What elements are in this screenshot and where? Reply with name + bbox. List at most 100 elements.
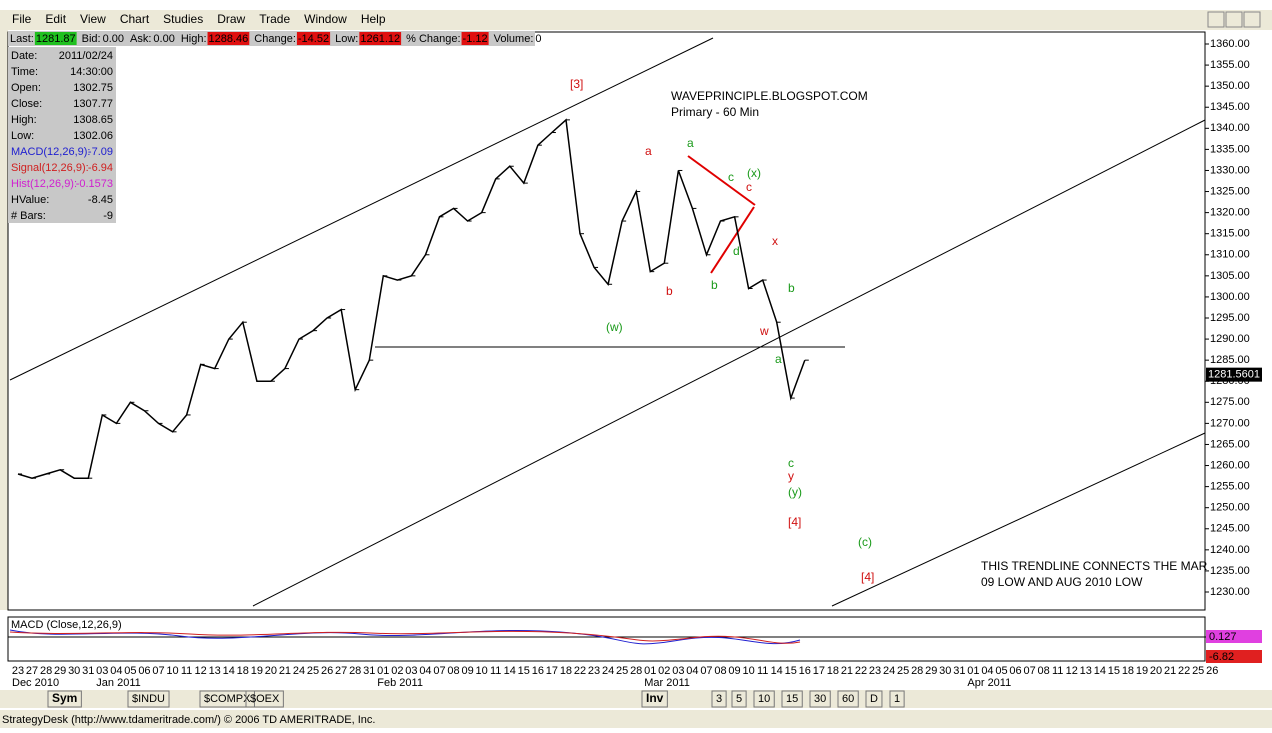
x-tick-label: 04 bbox=[110, 665, 122, 677]
menu-item[interactable]: Help bbox=[361, 12, 386, 26]
x-tick-label: 01 bbox=[377, 665, 389, 677]
tab[interactable]: D bbox=[870, 693, 878, 705]
x-tick-label: 12 bbox=[195, 665, 207, 677]
tab-frame[interactable] bbox=[753, 690, 775, 708]
tab[interactable]: 1 bbox=[894, 693, 900, 705]
tab[interactable]: $COMPX bbox=[204, 693, 251, 705]
x-tick-label: 08 bbox=[447, 665, 459, 677]
y-tick-label: 1260.00 bbox=[1210, 459, 1250, 471]
menu-item[interactable]: Studies bbox=[163, 12, 203, 26]
signal-line bbox=[9, 630, 801, 644]
x-tick-label: 18 bbox=[560, 665, 572, 677]
x-tick-label: 07 bbox=[1023, 665, 1035, 677]
y-tick-label: 1240.00 bbox=[1210, 544, 1250, 556]
wave-label: b bbox=[788, 281, 795, 295]
tab-frame[interactable] bbox=[865, 690, 883, 708]
x-tick-label: 19 bbox=[1136, 665, 1148, 677]
info-value: -0.1573 bbox=[76, 178, 113, 190]
info-label: # Bars: bbox=[11, 210, 46, 222]
x-tick-label: 18 bbox=[827, 665, 839, 677]
wave-label: c bbox=[728, 170, 734, 184]
tab-frame[interactable] bbox=[809, 690, 831, 708]
quote-bar bbox=[8, 31, 535, 46]
x-tick-label: 25 bbox=[307, 665, 319, 677]
price-pane bbox=[7, 31, 1206, 611]
x-tick-label: 17 bbox=[813, 665, 825, 677]
tab-frame[interactable] bbox=[245, 690, 284, 708]
x-tick-label: 11 bbox=[181, 665, 192, 677]
menu-item[interactable]: View bbox=[80, 12, 106, 26]
triangle-top bbox=[687, 155, 756, 206]
tab[interactable]: 10 bbox=[758, 693, 770, 705]
y-tick-label: 1345.00 bbox=[1210, 101, 1250, 113]
tab[interactable]: 60 bbox=[842, 693, 854, 705]
y-tick-label: 1255.00 bbox=[1210, 481, 1250, 493]
restore-button[interactable] bbox=[1225, 11, 1243, 28]
tab[interactable]: $INDU bbox=[132, 693, 165, 705]
wave-label: a bbox=[687, 136, 694, 150]
wave-label: a bbox=[645, 144, 652, 158]
info-label: HValue: bbox=[11, 194, 49, 206]
minimize-button[interactable] bbox=[1207, 11, 1225, 28]
x-tick-label: 28 bbox=[40, 665, 52, 677]
tab-frame[interactable] bbox=[837, 690, 859, 708]
x-tick-label: 25 bbox=[897, 665, 909, 677]
x-tick-label: 22 bbox=[574, 665, 586, 677]
wave-label: b bbox=[711, 278, 718, 292]
x-tick-label: 09 bbox=[461, 665, 473, 677]
y-tick-label: 1265.00 bbox=[1210, 438, 1250, 450]
tab[interactable]: 3 bbox=[716, 693, 722, 705]
quote-label: % Change: bbox=[406, 33, 460, 45]
quote-value-bg bbox=[296, 32, 331, 45]
x-tick-label: 21 bbox=[279, 665, 291, 677]
tab[interactable]: 30 bbox=[814, 693, 826, 705]
macd-lower-box bbox=[1206, 650, 1262, 663]
tab-frame[interactable] bbox=[199, 690, 255, 708]
tab-frame[interactable] bbox=[711, 690, 727, 708]
wave-label: (c) bbox=[858, 535, 872, 549]
month-label: Dec 2010 bbox=[12, 677, 59, 689]
quote-label: Change: bbox=[254, 33, 296, 45]
wave-label: b bbox=[666, 284, 673, 298]
quote-value: -1.12 bbox=[463, 33, 488, 45]
close-button[interactable] bbox=[1243, 11, 1261, 28]
tab[interactable]: 15 bbox=[786, 693, 798, 705]
tab-frame[interactable] bbox=[47, 690, 82, 708]
window-buttons bbox=[1207, 11, 1261, 28]
tab[interactable]: $OEX bbox=[250, 693, 280, 705]
y-tick-label: 1285.00 bbox=[1210, 354, 1250, 366]
tab[interactable]: 5 bbox=[736, 693, 742, 705]
tab-frame[interactable] bbox=[781, 690, 803, 708]
y-tick-label: 1295.00 bbox=[1210, 312, 1250, 324]
x-tick-label: 19 bbox=[251, 665, 263, 677]
x-tick-label: 02 bbox=[658, 665, 670, 677]
tab-frame[interactable] bbox=[127, 690, 170, 708]
menu-item[interactable]: Window bbox=[304, 12, 347, 26]
x-tick-label: 14 bbox=[771, 665, 783, 677]
menu-item[interactable]: Edit bbox=[45, 12, 66, 26]
month-label: Apr 2011 bbox=[967, 677, 1011, 689]
wave-label: (y) bbox=[788, 485, 802, 499]
x-tick-label: 05 bbox=[995, 665, 1007, 677]
site-label: WAVEPRINCIPLE.BLOGSPOT.COM bbox=[671, 89, 868, 103]
tab[interactable]: Sym bbox=[52, 691, 77, 705]
quote-value: 1288.46 bbox=[209, 33, 249, 45]
x-tick-label: 22 bbox=[1178, 665, 1190, 677]
x-tick-label: 31 bbox=[82, 665, 94, 677]
menu-item[interactable]: Chart bbox=[120, 12, 150, 26]
info-label: MACD(12,26,9): bbox=[11, 146, 90, 158]
tab-frame[interactable] bbox=[641, 690, 668, 708]
menu-item[interactable]: File bbox=[12, 12, 32, 26]
note: THIS TRENDLINE CONNECTS THE MAR bbox=[981, 559, 1208, 573]
menu-item[interactable]: Draw bbox=[217, 12, 245, 26]
x-tick-label: 13 bbox=[209, 665, 221, 677]
wave-label: x bbox=[772, 234, 778, 248]
menu-item[interactable]: Trade bbox=[259, 12, 290, 26]
tab[interactable]: Inv bbox=[646, 691, 664, 705]
x-tick-label: 26 bbox=[321, 665, 333, 677]
info-label: Signal(12,26,9): bbox=[11, 162, 89, 174]
tab-frame[interactable] bbox=[889, 690, 905, 708]
quote-value: -14.52 bbox=[298, 33, 329, 45]
tab-frame[interactable] bbox=[731, 690, 747, 708]
